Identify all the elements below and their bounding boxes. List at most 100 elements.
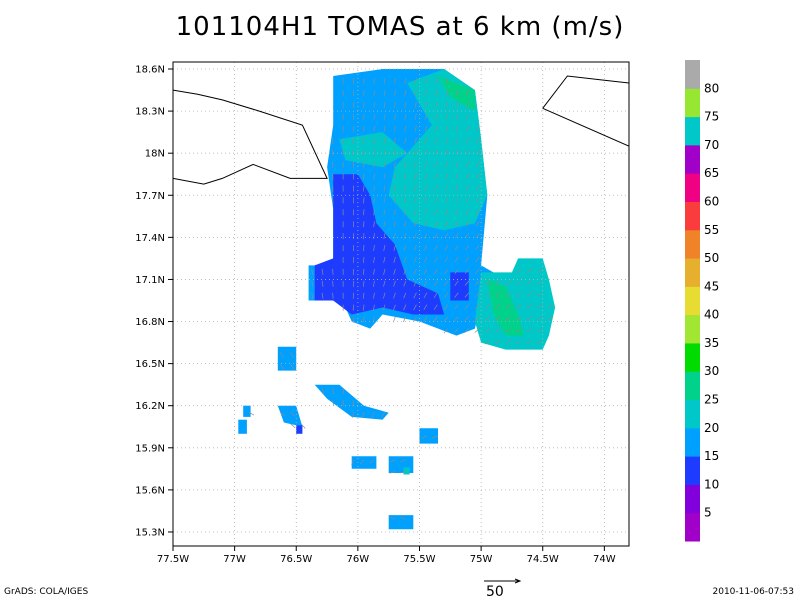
colorbar-label-13: 70 <box>704 138 719 152</box>
wind-vector-214 <box>423 268 428 275</box>
wind-vector-198 <box>414 197 417 204</box>
x-tick-label-0: 77.5W <box>157 554 189 565</box>
wind-vector-269 <box>445 137 449 144</box>
wind-vector-312 <box>465 137 470 144</box>
wind-vector-125 <box>383 245 386 252</box>
wind-vector-0 <box>248 411 255 416</box>
wind-vector-129 <box>383 197 386 204</box>
wind-vector-109 <box>373 185 375 192</box>
wind-vector-83 <box>363 221 365 228</box>
wind-vector-233 <box>433 304 438 310</box>
wind-vector-245 <box>434 161 438 168</box>
colorbar-label-15: 80 <box>704 81 719 95</box>
wind-vector-313 <box>465 125 470 132</box>
wind-vector-84 <box>363 209 365 216</box>
wind-vector-147 <box>393 268 396 275</box>
wind-vector-319 <box>474 304 480 310</box>
wind-vector-241 <box>434 209 438 215</box>
colorbar-segment-16 <box>685 60 700 89</box>
wind-vector-308 <box>465 185 470 191</box>
wind-vector-118 <box>373 78 375 85</box>
wind-vector-249 <box>435 113 438 120</box>
wind-vector-260 <box>444 244 449 251</box>
wind-vector-353 <box>515 340 522 344</box>
wind-vector-165 <box>399 471 407 474</box>
wind-region-4 <box>314 174 445 315</box>
wind-vector-155 <box>393 173 396 180</box>
wind-vector-265 <box>445 185 449 192</box>
wind-region-17 <box>403 467 410 475</box>
wind-vector-16 <box>332 400 335 407</box>
wind-vector-368 <box>536 328 543 332</box>
wind-vector-114 <box>373 125 375 132</box>
wind-vector-107 <box>373 209 375 216</box>
coastline-0 <box>173 89 328 185</box>
wind-vector-250 <box>435 101 438 108</box>
wind-vector-278 <box>454 292 459 298</box>
wind-vector-97 <box>371 411 375 418</box>
wind-vector-201 <box>414 161 417 168</box>
wind-region-16 <box>388 456 414 473</box>
wind-vector-213 <box>423 280 428 287</box>
wind-vector-137 <box>383 101 386 108</box>
wind-vector-117 <box>373 90 375 97</box>
wind-vector-268 <box>445 149 449 156</box>
wind-vector-370 <box>536 304 543 309</box>
wind-vector-237 <box>434 256 438 263</box>
wind-vector-116 <box>373 101 375 108</box>
wind-vector-284 <box>455 221 459 227</box>
wind-vector-335 <box>484 340 490 345</box>
wind-vector-257 <box>444 280 449 287</box>
y-tick-label-9: 18N <box>145 149 165 160</box>
wind-vector-236 <box>434 268 438 275</box>
wind-vector-342 <box>495 328 501 333</box>
wind-vector-258 <box>444 268 449 275</box>
wind-vector-175 <box>403 221 407 228</box>
wind-vector-247 <box>435 137 438 144</box>
wind-vector-248 <box>435 125 438 132</box>
wind-vector-304 <box>465 232 470 239</box>
wind-vector-171 <box>403 268 407 275</box>
wind-vector-338 <box>485 304 490 310</box>
wind-vector-232 <box>433 316 438 322</box>
wind-vector-layer <box>248 78 553 520</box>
wind-vector-199 <box>414 185 417 192</box>
wind-region-5 <box>450 272 469 301</box>
colorbar-label-14: 75 <box>704 110 719 124</box>
wind-vector-299 <box>464 292 470 298</box>
wind-vector-285 <box>455 209 459 215</box>
coastline-1 <box>542 75 629 109</box>
wind-vector-73 <box>359 459 365 465</box>
wind-speed-fill-layer <box>238 69 556 530</box>
wind-vector-158 <box>393 137 396 144</box>
wind-vector-150 <box>393 233 396 240</box>
wind-vector-207 <box>414 89 417 96</box>
wind-vector-290 <box>455 149 459 156</box>
wind-region-2 <box>339 132 408 168</box>
x-tick-label-5: 75W <box>470 554 493 565</box>
x-tick-label-3: 76W <box>347 554 370 565</box>
colorbar-segment-6 <box>685 342 700 372</box>
wind-vector-375 <box>547 304 553 309</box>
wind-region-7 <box>487 279 525 336</box>
wind-region-13 <box>238 419 247 434</box>
wind-vector-148 <box>393 256 396 263</box>
wind-vector-339 <box>485 292 490 298</box>
wind-vector-194 <box>413 244 417 251</box>
wind-vector-359 <box>516 268 522 274</box>
wind-vector-221 <box>424 185 428 192</box>
wind-vector-134 <box>383 137 386 144</box>
wind-vector-160 <box>394 113 396 120</box>
wind-vector-115 <box>373 113 375 120</box>
wind-vector-164 <box>400 516 407 520</box>
wind-vector-294 <box>455 101 459 108</box>
wind-vector-326 <box>475 221 480 227</box>
wind-vector-196 <box>414 221 417 227</box>
colorbar-segment-10 <box>685 229 700 259</box>
wind-vector-302 <box>464 256 470 263</box>
wind-vector-256 <box>444 292 449 298</box>
colorbar-segment-4 <box>685 399 700 429</box>
wind-vector-177 <box>403 197 407 204</box>
colorbar-segment-1 <box>685 484 700 514</box>
y-tick-label-1: 15.6N <box>135 485 165 496</box>
